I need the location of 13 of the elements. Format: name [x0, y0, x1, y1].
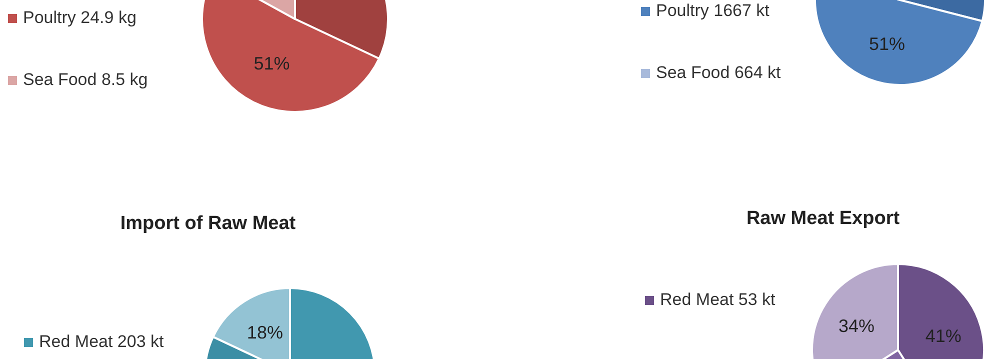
legend-label: Sea Food 664 kt [656, 63, 781, 83]
chart-title: Raw Meat Export [746, 208, 900, 230]
data-label: 18% [246, 322, 283, 342]
legend-label: Red Meat 203 kt [39, 332, 164, 352]
data-label: 51% [868, 34, 905, 54]
legend-label: Poultry 24.9 kg [23, 8, 136, 28]
legend-label: Poultry 1667 kt [656, 1, 770, 21]
data-label: 34% [838, 316, 875, 336]
data-label: 41% [925, 326, 962, 346]
chart-title: Import of Raw Meat [120, 213, 296, 235]
data-label: 51% [254, 54, 290, 74]
legend-label: Sea Food 8.5 kg [23, 70, 148, 90]
legend-label: Red Meat 53 kt [660, 290, 776, 310]
